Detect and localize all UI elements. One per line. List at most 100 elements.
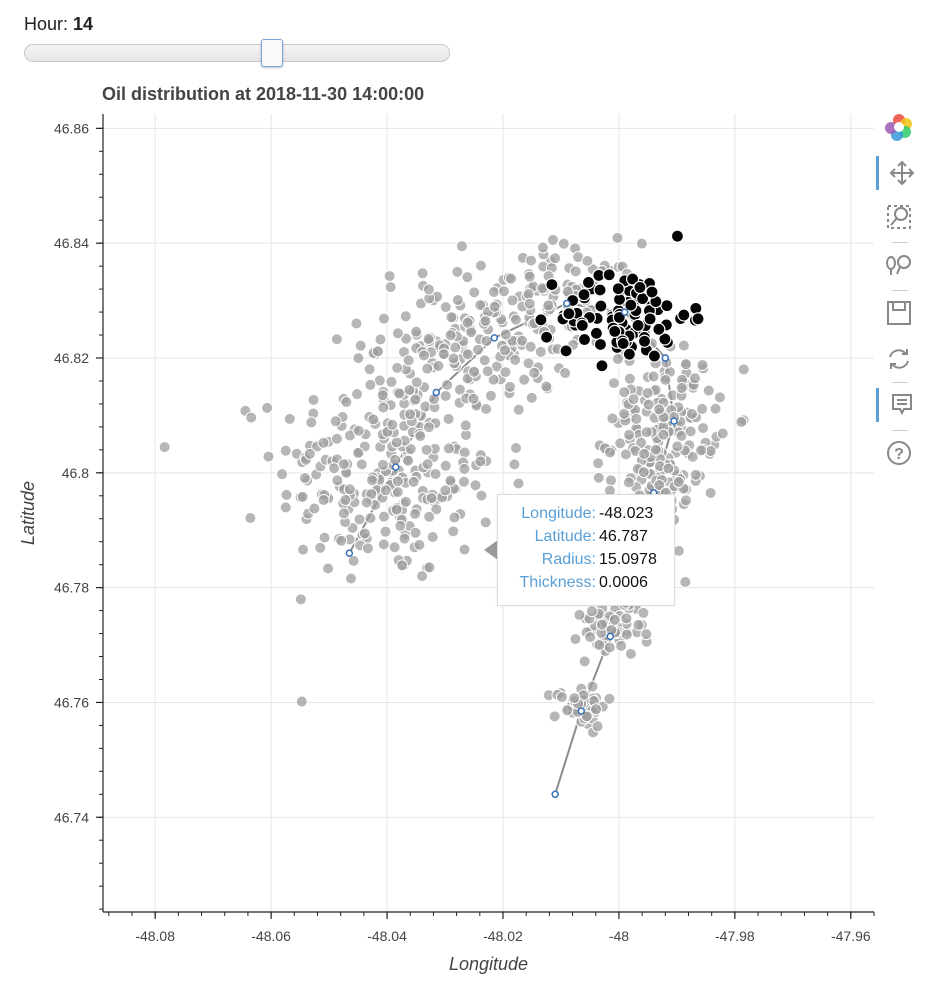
gray-particle (569, 633, 582, 646)
slider-handle[interactable] (261, 39, 284, 67)
gray-particle (432, 359, 445, 372)
wheel-zoom-icon[interactable] (876, 248, 922, 282)
gray-particle (606, 412, 619, 425)
slider-track[interactable] (24, 39, 450, 67)
gray-particle (505, 272, 518, 285)
box-zoom-icon[interactable] (876, 200, 922, 234)
pan-tool-icon[interactable] (876, 156, 925, 190)
gray-particle (737, 363, 750, 376)
gray-particle (653, 479, 666, 492)
gray-particle (307, 393, 320, 406)
gray-particle (649, 443, 662, 456)
gray-particle (469, 479, 482, 492)
trajectory-marker (490, 334, 499, 342)
gray-particle (528, 366, 541, 379)
black-particle (643, 312, 657, 326)
x-tick-label: -48 (609, 928, 629, 944)
gray-particle (409, 507, 422, 520)
black-particle (677, 308, 691, 322)
gray-particle (398, 532, 411, 545)
gray-particle (709, 402, 722, 415)
gray-particle (461, 271, 474, 284)
black-particle (593, 283, 607, 297)
gray-particle (347, 554, 360, 567)
gray-particle (672, 476, 685, 489)
gray-particle (555, 691, 568, 704)
gray-particle (340, 396, 353, 409)
gray-particle (439, 389, 452, 402)
gray-particle (430, 503, 443, 516)
reset-icon[interactable] (876, 342, 922, 376)
gray-particle (294, 593, 307, 606)
gray-particle (361, 542, 374, 555)
black-particle (593, 337, 608, 352)
gray-particle (399, 495, 412, 508)
gray-particle (686, 450, 699, 463)
gray-particle (512, 403, 525, 416)
gray-particle (421, 362, 434, 375)
gray-particle (244, 512, 257, 525)
gray-particle (458, 446, 471, 459)
save-icon[interactable] (876, 296, 922, 330)
gray-particle (637, 466, 650, 479)
black-particle (539, 330, 554, 344)
gray-particle (423, 510, 436, 523)
gray-particle (421, 458, 434, 471)
axes: -48.08 -48.06 -48.04 -48.02 -48 -47.98 -47.96 4… (54, 114, 875, 944)
tooltip-row: Thickness: 0.0006 (498, 574, 674, 596)
gray-particle (444, 329, 457, 342)
y-axis-label: Latitude (18, 481, 38, 545)
gray-particle (499, 328, 512, 341)
gray-particle (642, 398, 655, 411)
gray-particle (524, 340, 537, 353)
gray-particle (557, 237, 570, 250)
toolbar-divider (892, 430, 908, 431)
help-icon[interactable]: ? (876, 436, 922, 470)
gray-particle (510, 442, 523, 455)
gray-particle (439, 301, 452, 314)
gray-particle (360, 496, 373, 509)
hover-tooltip: Longitude: -48.023 Latitude: 46.787 Radi… (497, 494, 675, 606)
gray-particle (578, 655, 591, 668)
gray-particle (379, 525, 392, 538)
gray-particle (592, 471, 605, 484)
gray-particle (623, 372, 636, 385)
gray-particle (261, 401, 274, 414)
gray-particle (442, 442, 455, 455)
gray-particle (391, 475, 404, 488)
black-particle (595, 359, 609, 373)
gray-particle (414, 430, 427, 443)
black-particle (612, 292, 627, 307)
gray-particle (390, 503, 403, 516)
gray-particle (429, 468, 442, 481)
gray-particle (695, 444, 708, 457)
gray-particle (480, 403, 493, 416)
gray-particle (546, 233, 559, 246)
black-particle (631, 318, 645, 333)
hover-icon[interactable] (876, 388, 925, 422)
gray-particle (622, 476, 635, 489)
gray-particle (623, 428, 636, 441)
gray-particle (653, 403, 666, 416)
gray-particle (684, 425, 697, 438)
x-tick-label: -48.04 (367, 928, 407, 944)
gray-particle (371, 345, 384, 358)
bokeh-logo-icon[interactable] (876, 110, 922, 144)
gray-particle (383, 270, 396, 283)
gray-particle (561, 704, 574, 717)
gray-particle (399, 310, 412, 323)
gray-particle (296, 490, 309, 503)
gray-particle (549, 252, 562, 265)
gray-particle (478, 354, 491, 367)
gray-particle (363, 363, 376, 376)
gray-particle (441, 378, 454, 391)
gray-particle (376, 389, 389, 402)
y-tick-label: 46.76 (54, 694, 89, 710)
gray-particle (677, 339, 690, 352)
gray-particle (488, 300, 501, 313)
gray-particle (508, 458, 521, 471)
gray-particle (379, 484, 392, 497)
gray-particle (640, 426, 653, 439)
gray-particle (688, 372, 701, 385)
